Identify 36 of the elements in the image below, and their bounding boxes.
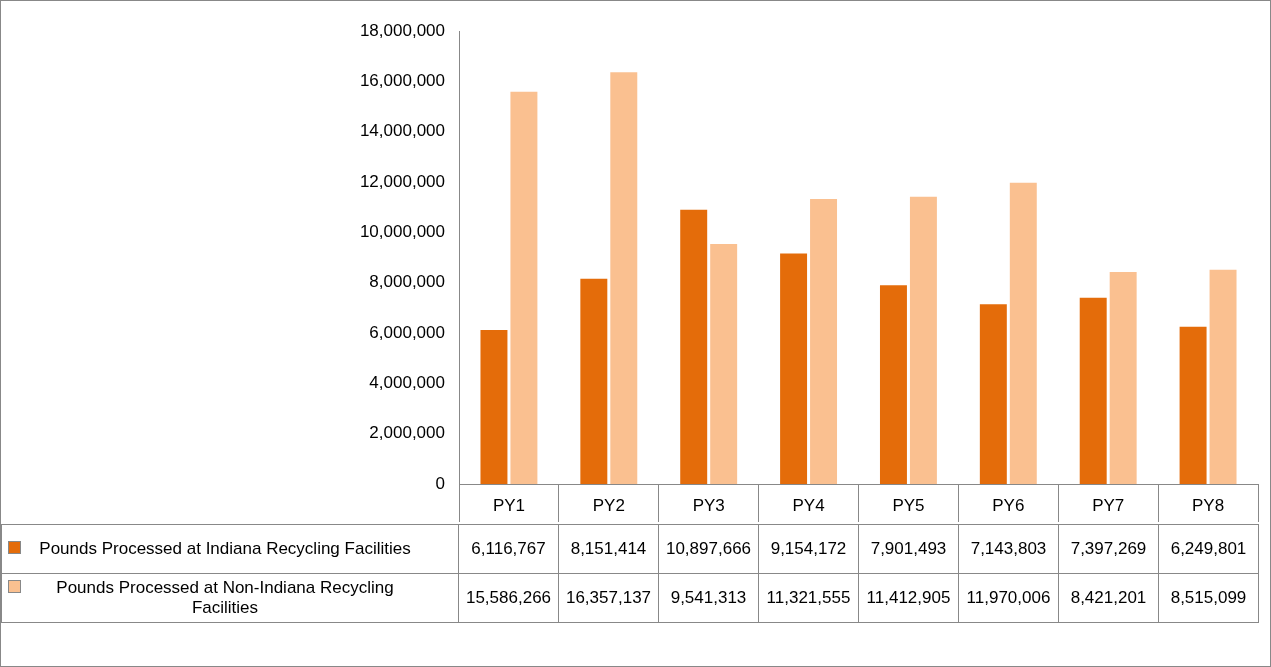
x-tick-label: PY8 bbox=[1191, 495, 1225, 515]
data-label: 6,116,767 bbox=[458, 524, 559, 574]
data-label: 7,397,269 bbox=[1058, 524, 1159, 574]
data-label: 6,249,801 bbox=[1158, 524, 1259, 574]
x-tick-label: PY5 bbox=[892, 495, 925, 515]
y-tick-label: 2,000,000 bbox=[369, 423, 445, 443]
y-tick-label: 0 bbox=[435, 473, 445, 493]
data-label: 7,143,803 bbox=[958, 524, 1059, 574]
data-label: 11,970,006 bbox=[958, 573, 1059, 623]
y-tick-label: 6,000,000 bbox=[369, 322, 445, 342]
y-tick-label: 16,000,000 bbox=[359, 71, 445, 91]
legend-label: Pounds Processed at Non-Indiana Recycling Facilities bbox=[55, 578, 395, 618]
data-label: 9,154,172 bbox=[758, 524, 859, 574]
y-tick-label: 12,000,000 bbox=[359, 171, 445, 191]
y-tick-label: 10,000,000 bbox=[359, 222, 445, 242]
data-label: 7,901,493 bbox=[858, 524, 959, 574]
data-label: 9,541,313 bbox=[658, 573, 759, 623]
data-label: 11,412,905 bbox=[858, 573, 959, 623]
x-tick-label: PY4 bbox=[792, 495, 825, 515]
data-label: 8,421,201 bbox=[1058, 573, 1159, 623]
x-tick-label: PY1 bbox=[492, 495, 526, 515]
legend-label: Pounds Processed at Indiana Recycling Facilities bbox=[38, 539, 412, 559]
data-label: 10,897,666 bbox=[658, 524, 759, 574]
data-label: 8,515,099 bbox=[1158, 573, 1259, 623]
x-tick-label: PY2 bbox=[592, 495, 625, 515]
y-tick-label: 8,000,000 bbox=[369, 272, 445, 292]
data-label: 8,151,414 bbox=[558, 524, 659, 574]
y-tick-label: 4,000,000 bbox=[369, 373, 445, 393]
x-tick-label: PY7 bbox=[1092, 495, 1125, 515]
y-tick-label: 14,000,000 bbox=[359, 121, 445, 141]
data-label: 16,357,137 bbox=[558, 573, 659, 623]
data-label: 11,321,555 bbox=[758, 573, 859, 623]
y-tick-label: 18,000,000 bbox=[359, 20, 445, 40]
data-label: 15,586,266 bbox=[458, 573, 559, 623]
x-tick-label: PY6 bbox=[992, 495, 1025, 515]
x-tick-label: PY3 bbox=[692, 495, 725, 515]
